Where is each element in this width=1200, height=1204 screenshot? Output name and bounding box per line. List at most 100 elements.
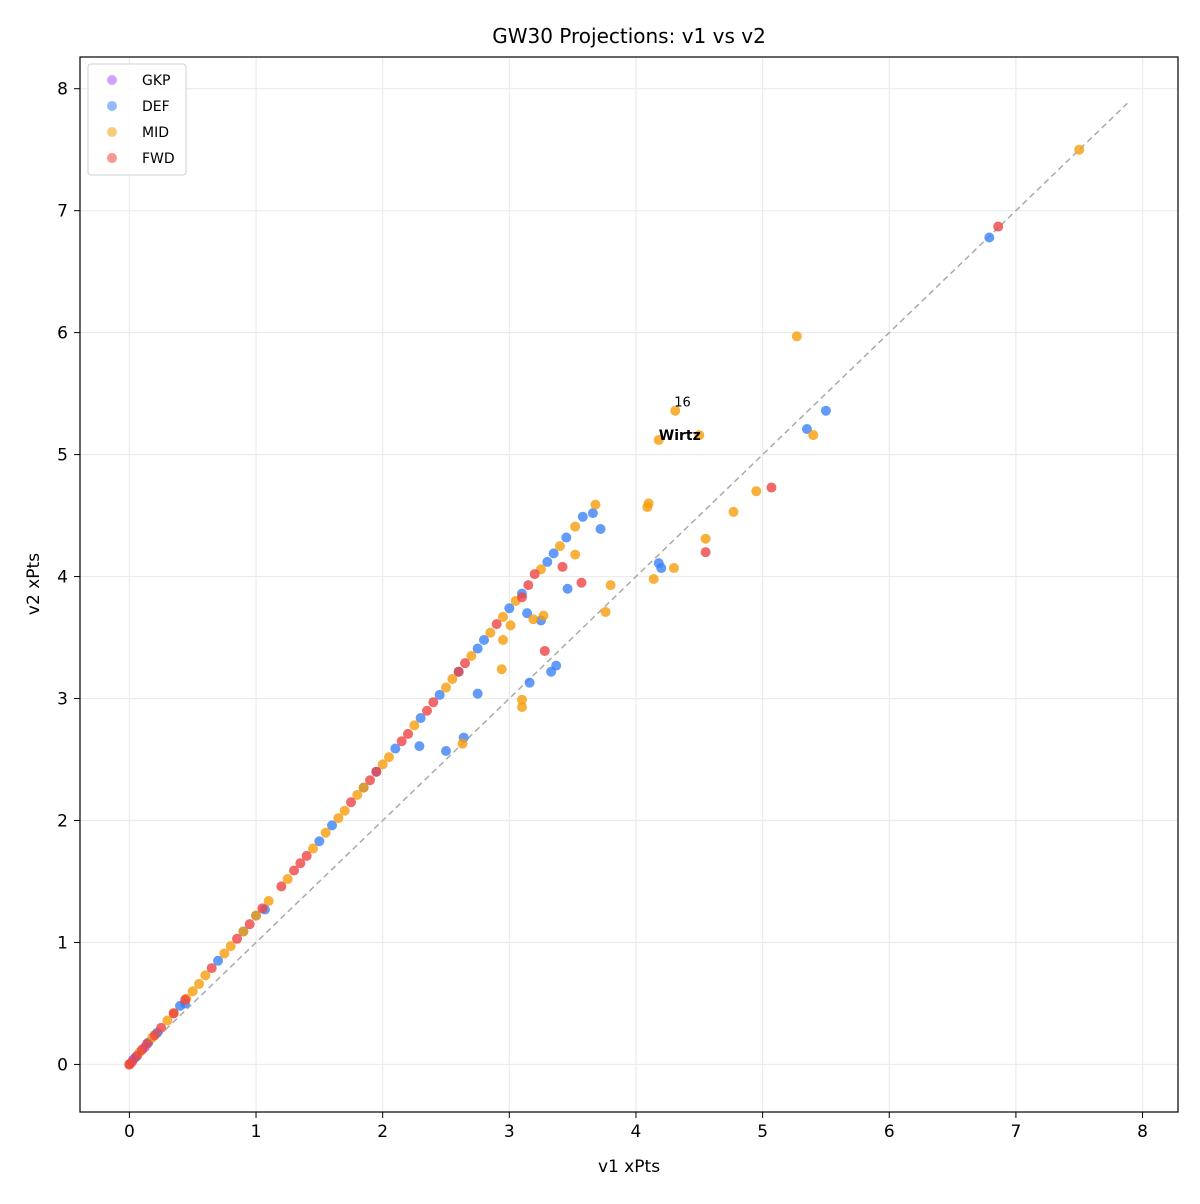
data-point-fwd bbox=[276, 881, 287, 892]
data-point-mid bbox=[339, 805, 350, 816]
data-point-fwd bbox=[529, 569, 540, 580]
data-point-mid bbox=[590, 499, 601, 510]
data-point-mid bbox=[751, 486, 762, 497]
data-point-fwd bbox=[766, 482, 777, 493]
data-point-def bbox=[984, 232, 995, 243]
data-point-mid bbox=[194, 978, 205, 989]
data-point-def bbox=[472, 688, 483, 699]
data-point-fwd bbox=[257, 903, 268, 914]
data-point-mid bbox=[377, 759, 388, 770]
grid bbox=[80, 57, 1178, 1112]
y-tick-label: 7 bbox=[57, 202, 68, 222]
x-tick-label: 5 bbox=[757, 1122, 768, 1142]
legend-box bbox=[87, 63, 187, 176]
data-point-mid bbox=[358, 782, 369, 793]
y-tick-label: 5 bbox=[57, 446, 68, 466]
plot-frame bbox=[79, 56, 1179, 1113]
data-point-fwd bbox=[428, 697, 439, 708]
points bbox=[124, 144, 1085, 1070]
data-point-fwd bbox=[142, 1038, 153, 1049]
data-point-fwd bbox=[700, 547, 711, 558]
data-point-def bbox=[213, 955, 224, 966]
data-point-def bbox=[522, 608, 533, 619]
y-tick-label: 1 bbox=[57, 933, 68, 953]
data-point-fwd bbox=[301, 850, 312, 861]
data-point-mid bbox=[457, 738, 468, 749]
data-point-def bbox=[314, 836, 325, 847]
data-point-def bbox=[595, 524, 606, 535]
data-point-mid bbox=[200, 970, 211, 981]
y-tick-label: 3 bbox=[57, 690, 68, 710]
data-point-mid bbox=[528, 614, 539, 625]
legend: GKP DEF MID FWD bbox=[87, 63, 187, 176]
data-point-mid bbox=[496, 664, 507, 675]
data-point-fwd bbox=[523, 580, 534, 591]
data-point-fwd bbox=[539, 645, 550, 656]
y-tick-label: 0 bbox=[57, 1055, 68, 1075]
reference-line-segment bbox=[128, 102, 1128, 1065]
data-point-mid bbox=[694, 430, 705, 441]
data-point-mid bbox=[554, 541, 565, 552]
data-point-fwd bbox=[295, 858, 306, 869]
data-point-fwd bbox=[149, 1030, 160, 1041]
data-point-def bbox=[472, 643, 483, 654]
legend-marker-def bbox=[107, 101, 117, 111]
data-point-def bbox=[524, 677, 535, 688]
data-point-def bbox=[504, 603, 515, 614]
data-point-fwd bbox=[371, 766, 382, 777]
data-point-mid bbox=[282, 874, 293, 885]
point-annotation: 16 bbox=[674, 396, 691, 411]
data-point-mid bbox=[600, 606, 611, 617]
data-point-mid bbox=[352, 789, 363, 800]
data-point-mid bbox=[333, 813, 344, 824]
data-point-mid bbox=[320, 827, 331, 838]
data-point-fwd bbox=[168, 1008, 179, 1019]
data-point-def bbox=[542, 556, 553, 567]
x-tick-label: 3 bbox=[504, 1122, 515, 1142]
series-fwd bbox=[124, 221, 1004, 1070]
data-point-mid bbox=[728, 506, 739, 517]
legend-marker-fwd bbox=[107, 153, 117, 163]
legend-marker-gkp bbox=[107, 75, 117, 85]
data-point-mid bbox=[670, 405, 681, 416]
data-point-mid bbox=[653, 434, 664, 445]
data-point-mid bbox=[251, 910, 262, 921]
data-point-fwd bbox=[422, 705, 433, 716]
legend-marker-mid bbox=[107, 127, 117, 137]
data-point-mid bbox=[700, 533, 711, 544]
data-point-mid bbox=[668, 563, 679, 574]
data-point-def bbox=[390, 743, 401, 754]
x-tick-label: 4 bbox=[631, 1122, 642, 1142]
data-point-mid bbox=[409, 720, 420, 731]
data-point-mid bbox=[1074, 144, 1085, 155]
data-point-mid bbox=[570, 521, 581, 532]
data-point-mid bbox=[808, 430, 819, 441]
x-tick-label: 8 bbox=[1137, 1122, 1148, 1142]
data-point-fwd bbox=[516, 592, 527, 603]
data-point-mid bbox=[225, 941, 236, 952]
data-point-def bbox=[546, 666, 557, 677]
chart-title: GW30 Projections: v1 vs v2 bbox=[492, 24, 766, 48]
annotations: 16 Wirtz bbox=[659, 396, 701, 444]
data-point-def bbox=[656, 563, 667, 574]
data-point-def bbox=[820, 405, 831, 416]
y-tick-label: 6 bbox=[57, 324, 68, 344]
data-point-mid bbox=[516, 702, 527, 713]
data-point-fwd bbox=[557, 561, 568, 572]
x-axis-label: v1 xPts bbox=[598, 1157, 660, 1177]
data-point-fwd bbox=[491, 619, 502, 630]
data-point-def bbox=[561, 532, 572, 543]
data-point-mid bbox=[219, 948, 230, 959]
x-tick-label: 6 bbox=[884, 1122, 895, 1142]
data-point-def bbox=[587, 508, 598, 519]
data-point-fwd bbox=[396, 736, 407, 747]
x-tick-label: 7 bbox=[1010, 1122, 1021, 1142]
data-point-def bbox=[577, 511, 588, 522]
data-point-def bbox=[327, 820, 338, 831]
data-point-mid bbox=[505, 620, 516, 631]
data-point-fwd bbox=[244, 919, 255, 930]
data-point-fwd bbox=[289, 865, 300, 876]
x-tick-label: 1 bbox=[251, 1122, 262, 1142]
data-point-fwd bbox=[232, 933, 243, 944]
data-point-fwd bbox=[156, 1022, 167, 1033]
